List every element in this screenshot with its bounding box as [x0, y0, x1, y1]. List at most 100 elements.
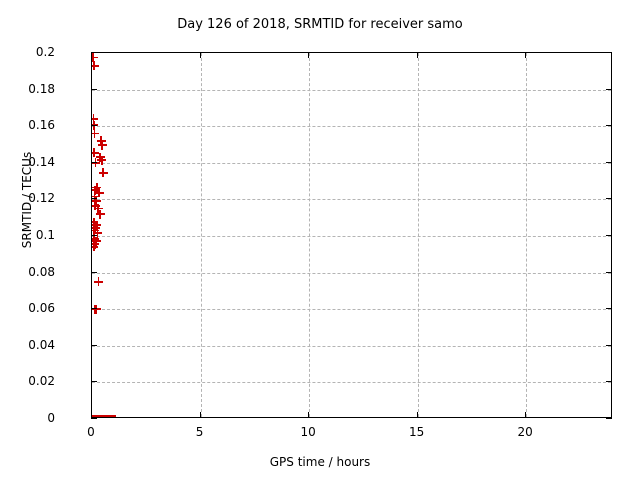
x-axis-tick [199, 412, 201, 418]
data-point-marker [111, 414, 120, 417]
data-point-marker [107, 414, 116, 417]
x-axis-tick-label: 10 [300, 425, 316, 439]
grid-line-vertical [417, 53, 419, 417]
data-point-marker [103, 414, 112, 417]
y-axis-tick-label: 0.06 [28, 301, 55, 316]
y-axis-tick-label: 0.02 [28, 374, 55, 389]
y-axis-tick [91, 344, 97, 346]
data-point-marker [95, 209, 105, 219]
data-point-marker [108, 414, 117, 417]
data-point-marker [92, 129, 100, 139]
data-point-marker [92, 201, 100, 211]
x-axis-tick [91, 52, 92, 58]
y-axis-tick [606, 235, 612, 236]
y-axis-tick [91, 198, 97, 200]
y-axis-tick [91, 88, 97, 90]
y-axis-tick [606, 418, 612, 419]
data-point-marker [94, 277, 103, 287]
data-point-marker [92, 242, 99, 252]
data-point-marker [92, 148, 99, 158]
x-axis-tick [199, 52, 201, 58]
y-axis-tick [91, 271, 97, 273]
data-point-marker [100, 414, 109, 417]
y-axis-tick-label: 0.1 [35, 228, 55, 242]
grid-line-horizontal [92, 236, 611, 237]
x-axis-tick-label: 0 [87, 425, 95, 439]
data-point-marker [93, 204, 103, 214]
data-point-marker [92, 226, 99, 235]
data-point-marker [92, 114, 99, 124]
y-axis-tick [606, 344, 612, 346]
data-point-marker [95, 152, 105, 162]
data-point-marker [101, 414, 110, 417]
data-point-marker [109, 414, 118, 417]
data-point-marker [98, 414, 107, 417]
y-axis-tick-label: 0 [47, 411, 55, 425]
data-point-marker [111, 414, 120, 417]
data-point-marker [92, 53, 98, 63]
data-point-marker [107, 414, 116, 417]
x-axis-tick [308, 52, 310, 58]
y-axis-tick-label: 0.04 [28, 337, 55, 352]
data-point-marker [98, 168, 108, 178]
y-axis-tick-label: 0.08 [28, 264, 55, 279]
data-point-marker [96, 414, 105, 417]
grid-line-horizontal [92, 309, 611, 311]
data-point-marker [105, 414, 114, 417]
x-axis-tick [416, 52, 418, 58]
grid-line-vertical [200, 53, 202, 417]
grid-line-vertical [309, 53, 311, 417]
x-axis-tick [525, 412, 527, 418]
data-point-marker [92, 236, 101, 246]
grid-line-horizontal [92, 89, 611, 91]
data-point-marker [110, 414, 119, 417]
grid-line-horizontal [92, 345, 611, 347]
page-title: Day 126 of 2018, SRMTID for receiver sam… [177, 17, 463, 32]
x-axis-tick [416, 412, 418, 418]
plot-canvas[interactable] [91, 52, 612, 418]
data-point-marker [106, 414, 115, 417]
grid-line-horizontal [92, 272, 611, 274]
y-axis-tick-label: 0.16 [28, 118, 55, 133]
y-axis-tick [606, 125, 612, 127]
x-axis-tick [525, 52, 527, 58]
y-axis-tick [606, 381, 612, 383]
grid-line-horizontal [92, 382, 611, 384]
data-point-marker [99, 414, 108, 417]
data-point-marker [109, 414, 118, 417]
y-axis-tick [91, 161, 97, 163]
y-axis-tick [606, 161, 612, 163]
y-axis-tick [606, 88, 612, 90]
data-point-marker [92, 185, 100, 195]
data-point-marker [92, 217, 99, 227]
y-axis-tick [606, 271, 612, 273]
y-axis-tick-label: 0.12 [28, 191, 55, 206]
y-axis-tick-label: 0.2 [35, 45, 55, 59]
data-point-marker [97, 414, 106, 417]
y-axis-tick [91, 235, 97, 236]
y-axis-tick [91, 381, 97, 383]
grid-line-horizontal [92, 162, 611, 164]
x-axis-tick [91, 412, 92, 418]
x-axis-tick-label: 20 [517, 425, 533, 439]
grid-line-horizontal [92, 126, 611, 128]
x-axis-label: GPS time / hours [269, 455, 371, 469]
data-point-marker [105, 414, 114, 417]
y-axis-tick [91, 308, 97, 310]
y-axis-tick [606, 52, 612, 53]
data-point-marker [103, 414, 112, 417]
x-axis-tick-label: 5 [195, 425, 204, 439]
data-point-marker [92, 239, 100, 249]
data-point-marker [102, 414, 111, 417]
grid-line-vertical [526, 53, 528, 417]
y-axis-tick [91, 52, 97, 53]
data-point-marker [92, 223, 100, 233]
data-point-marker [92, 61, 99, 71]
y-axis-tick-label: 0.18 [28, 81, 55, 96]
data-point-marker [99, 414, 108, 417]
y-axis-tick [606, 308, 612, 310]
y-axis-tick [91, 418, 97, 419]
x-axis-tick [308, 412, 310, 418]
data-point-marker [104, 414, 113, 417]
